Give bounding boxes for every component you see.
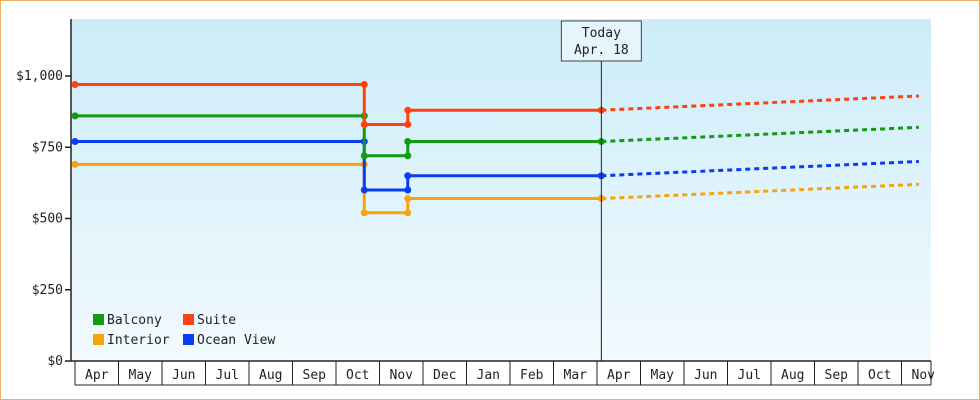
legend-label: Balcony — [107, 313, 162, 328]
data-point — [360, 120, 368, 128]
legend-label: Ocean View — [197, 333, 275, 348]
series-interior — [71, 160, 919, 217]
forecast-line — [601, 160, 919, 178]
x-tick-label: Feb — [520, 368, 544, 383]
series-suite — [71, 81, 919, 128]
data-point — [404, 120, 412, 128]
data-point — [71, 160, 79, 168]
legend-swatch — [93, 334, 104, 345]
data-point — [404, 195, 412, 203]
series-layer — [71, 81, 919, 217]
x-tick-label: Nov — [390, 368, 414, 383]
data-point — [360, 152, 368, 160]
today-box — [560, 20, 642, 62]
x-tick-label: Apr — [85, 368, 109, 383]
data-point — [404, 172, 412, 180]
y-tick-label: $0 — [47, 354, 63, 369]
data-point — [360, 81, 368, 89]
legend: Balcony Suite Interior Ocean View — [93, 313, 275, 348]
legend-item-interior: Interior — [93, 333, 170, 348]
x-tick-label: Aug — [259, 368, 282, 383]
series-line — [75, 83, 602, 126]
today-marker: Today Apr. 18 — [560, 20, 642, 361]
data-point — [404, 138, 412, 146]
x-tick-label: Sep — [303, 368, 327, 383]
data-point — [71, 81, 79, 89]
data-point — [404, 186, 412, 194]
data-point — [404, 106, 412, 114]
x-axis: Apr May Jun Jul Aug Sep Oct Nov Dec Jan Feb Mar Apr M… — [71, 360, 936, 386]
x-tick-label: Dec — [433, 368, 456, 383]
forecast-line — [601, 182, 919, 201]
y-tick-label: $1,000 — [16, 69, 63, 84]
legend-item-ocean-view: Ocean View — [183, 333, 275, 348]
forecast-line — [601, 125, 919, 144]
data-point — [360, 186, 368, 194]
y-axis: $0 $250 $500 $750 $1,000 — [16, 19, 72, 369]
data-point — [404, 152, 412, 160]
legend-item-balcony: Balcony — [93, 313, 162, 328]
y-tick-label: $750 — [32, 140, 63, 155]
x-tick-label: Mar — [564, 368, 588, 383]
x-tick-label: Oct — [868, 368, 891, 383]
series-line — [75, 140, 602, 192]
legend-swatch — [183, 334, 194, 345]
x-tick-label: Jan — [477, 368, 500, 383]
x-tick-label: Oct — [346, 368, 369, 383]
x-tick-label: Sep — [825, 368, 849, 383]
legend-swatch — [183, 314, 194, 325]
x-tick-label: Jul — [216, 368, 239, 383]
data-point — [71, 138, 79, 146]
x-tick-label: Apr — [607, 368, 631, 383]
x-tick-label: Jun — [694, 368, 717, 383]
x-tick-label: May — [129, 368, 153, 383]
series-line — [75, 114, 602, 158]
series-ocean-view — [71, 138, 919, 194]
data-point — [404, 209, 412, 217]
x-tick-label: Jul — [738, 368, 761, 383]
series-line — [75, 162, 602, 215]
legend-item-suite: Suite — [183, 313, 236, 328]
x-tick-label: Jun — [172, 368, 195, 383]
legend-label: Interior — [107, 333, 170, 348]
x-tick-label: May — [651, 368, 675, 383]
forecast-line — [601, 94, 919, 112]
y-tick-label: $500 — [32, 212, 63, 227]
today-date: Apr. 18 — [574, 43, 629, 58]
x-tick-label: Nov — [912, 368, 936, 383]
data-point — [360, 209, 368, 217]
today-label: Today — [582, 26, 621, 41]
legend-swatch — [93, 314, 104, 325]
legend-label: Suite — [197, 313, 236, 328]
data-point — [71, 112, 79, 120]
x-tick-label: Aug — [781, 368, 804, 383]
y-tick-label: $250 — [32, 283, 63, 298]
plot-area — [71, 19, 931, 361]
